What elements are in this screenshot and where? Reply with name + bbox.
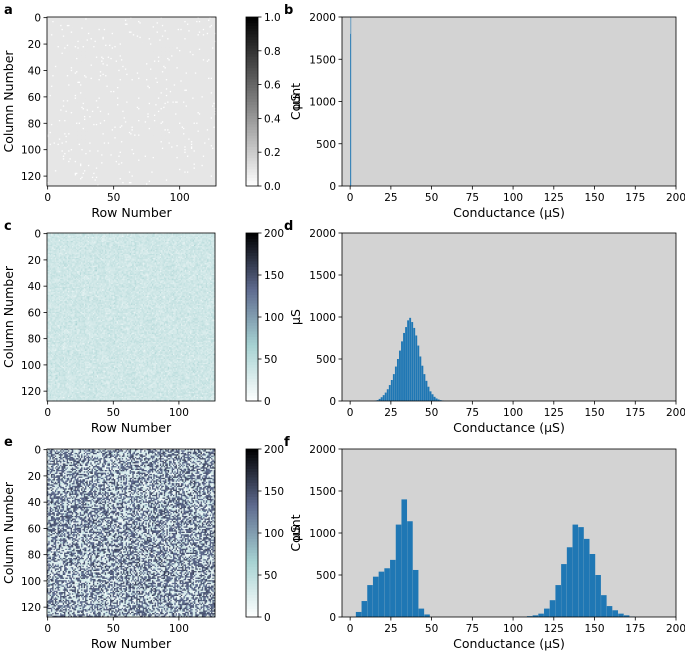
panel-letter: a xyxy=(4,3,13,18)
heatmap-cells xyxy=(47,17,216,186)
